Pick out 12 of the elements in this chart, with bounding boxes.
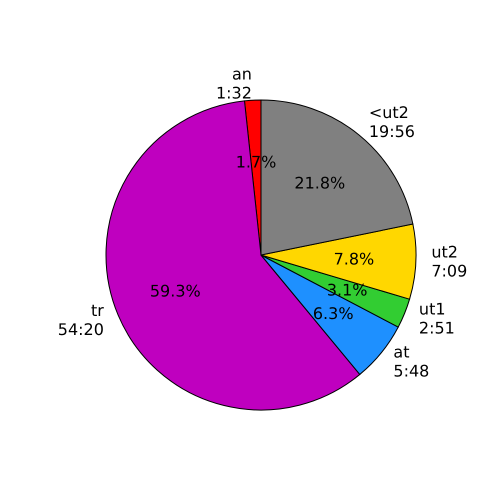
data-label: 3.1%	[326, 280, 368, 300]
data-label: 21.8%	[294, 173, 346, 192]
slice-label: an 1:32	[216, 64, 252, 103]
data-label: 7.8%	[334, 250, 374, 269]
slice-label: tr 54:20	[58, 301, 104, 340]
data-label: 6.3%	[312, 304, 354, 324]
data-label: 59.3%	[150, 282, 201, 301]
data-label: 1.7%	[236, 152, 276, 172]
slice-label: at 5:48	[393, 342, 430, 380]
slice-label: <ut2 19:56	[368, 102, 415, 141]
slice-label: ut2 7:09	[431, 242, 468, 280]
slice-label: ut1 2:51	[418, 299, 455, 338]
